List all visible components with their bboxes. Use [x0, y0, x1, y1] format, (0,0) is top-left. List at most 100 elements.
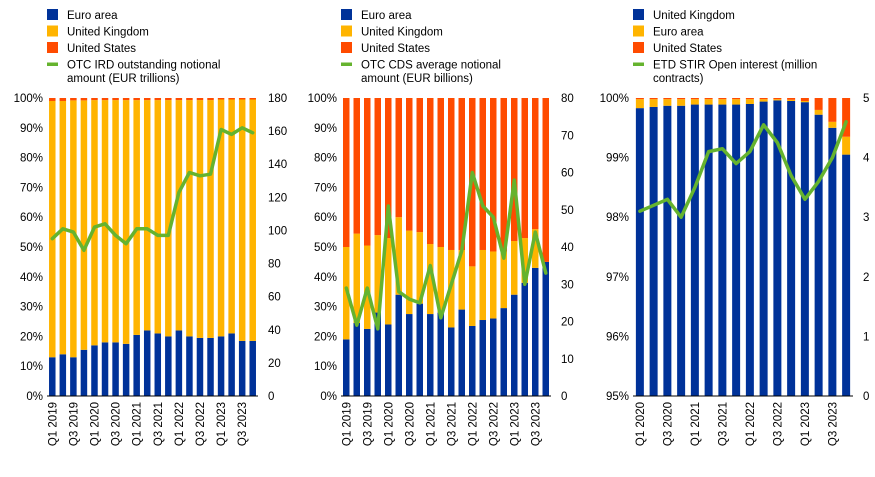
- x-tick-label: Q1 2020: [383, 402, 395, 446]
- bar-united-kingdom: [718, 104, 727, 396]
- y-axis-right: 0 1 2 3 4 5: [863, 93, 870, 403]
- y-tick-label: 80%: [314, 153, 337, 165]
- bar-united-states: [101, 98, 109, 101]
- bar-united-states: [704, 98, 713, 100]
- bar-united-kingdom: [759, 101, 768, 397]
- bar-united-kingdom: [49, 100, 56, 358]
- bar-euro-area: [732, 99, 741, 105]
- bar-united-states: [787, 98, 796, 100]
- bar-united-states: [427, 98, 434, 245]
- bar-united-states: [80, 98, 88, 101]
- bar-united-states: [416, 98, 423, 233]
- bar-united-states: [532, 98, 539, 230]
- bar-united-states: [207, 98, 214, 101]
- bar-euro-area: [228, 333, 235, 396]
- bar-euro-area: [133, 334, 140, 396]
- legend-swatch: [341, 9, 352, 20]
- bar-euro-area: [91, 345, 98, 396]
- x-tick-label: Q3 2023: [237, 402, 249, 446]
- bar-united-kingdom: [228, 99, 235, 334]
- bar-united-states: [91, 98, 98, 101]
- line-series: [344, 170, 548, 331]
- y2-tick-label: 60: [561, 168, 574, 180]
- legend: Euro area United Kingdom United States OTC …: [341, 9, 501, 85]
- bar-united-kingdom: [112, 100, 119, 343]
- bar-united-kingdom: [249, 99, 256, 341]
- bar-united-kingdom: [207, 100, 214, 338]
- y2-tick-label: 160: [268, 126, 287, 138]
- x-tick-label: Q1 2019: [341, 402, 353, 446]
- bar-united-states: [718, 98, 727, 100]
- bar-euro-area: [649, 99, 658, 107]
- bar-united-kingdom: [395, 217, 402, 295]
- y-tick-label: 60%: [20, 212, 43, 224]
- bar-euro-area: [112, 342, 119, 396]
- bar-united-states: [732, 98, 741, 100]
- bar-united-kingdom: [385, 238, 392, 325]
- y-tick-label: 90%: [20, 123, 43, 135]
- bar-united-kingdom: [122, 100, 130, 344]
- bar-united-kingdom: [814, 114, 823, 397]
- legend-label: contracts): [653, 73, 704, 85]
- y-axis-right: 0 20 40 60 80 100 120 140 160 180: [268, 93, 287, 403]
- x-tick-label: Q1 2019: [47, 402, 59, 446]
- legend-swatch-line: [633, 62, 644, 66]
- bar-euro-area: [207, 337, 214, 396]
- x-tick-label: Q1 2022: [467, 402, 479, 446]
- bar-euro-area: [773, 99, 782, 101]
- bar-united-states: [842, 98, 851, 137]
- bar-united-states: [112, 98, 119, 101]
- y-axis-right: 0 10 20 30 40 50 60 70 80: [561, 93, 574, 403]
- x-tick-label: Q1 2023: [800, 402, 812, 446]
- chart-2: Euro area United Kingdom United States OTC …: [308, 9, 574, 446]
- bar-united-states: [759, 98, 768, 100]
- x-tick-label: Q1 2023: [216, 402, 228, 446]
- bars: [343, 98, 549, 396]
- y-tick-label: 40%: [314, 272, 337, 284]
- bar-united-states: [343, 98, 350, 247]
- bar-united-kingdom: [133, 100, 140, 335]
- bar-euro-area: [704, 99, 713, 105]
- y2-tick-label: 80: [561, 93, 574, 105]
- bar-euro-area: [416, 303, 423, 396]
- legend-label: United States: [361, 43, 430, 55]
- y2-tick-label: 3: [863, 212, 869, 224]
- bar-united-states: [745, 98, 754, 100]
- bar-euro-area: [165, 336, 172, 396]
- chart-1: Euro area United Kingdom United States OTC …: [14, 9, 287, 446]
- y-axis-left: 0% 10% 20% 30% 40% 50% 60% 70% 80% 90% 100%: [308, 93, 337, 403]
- y2-tick-label: 30: [561, 279, 574, 291]
- legend-swatch: [47, 42, 58, 53]
- bar-united-kingdom: [175, 100, 183, 331]
- bar-united-kingdom: [91, 100, 98, 346]
- bar-united-kingdom: [238, 99, 246, 341]
- bar-united-states: [521, 98, 528, 239]
- bar-euro-area: [787, 99, 796, 101]
- bar-united-kingdom: [828, 127, 837, 397]
- x-tick-label: Q3 2023: [827, 402, 839, 446]
- bar-euro-area: [663, 99, 672, 106]
- x-tick-label: Q1 2021: [132, 402, 144, 446]
- bar-united-kingdom: [745, 103, 754, 397]
- y2-tick-label: 50: [561, 205, 574, 217]
- y-tick-label: 95%: [606, 391, 629, 403]
- legend-label: ETD STIR Open interest (million: [653, 60, 817, 72]
- legend-swatch: [633, 25, 644, 37]
- x-tick-label: Q3 2019: [68, 402, 80, 446]
- y-tick-label: 10%: [20, 361, 43, 373]
- bar-euro-area: [59, 354, 67, 396]
- legend-label: Euro area: [653, 27, 704, 39]
- legend-label: Euro area: [361, 10, 412, 22]
- bar-united-kingdom: [353, 233, 360, 323]
- line-series: [638, 120, 848, 219]
- bar-united-states: [479, 98, 486, 250]
- y-tick-label: 97%: [606, 272, 629, 284]
- x-tick-label: Q3 2020: [404, 402, 416, 446]
- legend-label: United States: [653, 43, 722, 55]
- legend-label: United Kingdom: [67, 27, 149, 39]
- x-axis: Q1 2019 Q3 2019 Q1 2020 Q3 2020 Q1 2021 Q3 20…: [47, 402, 249, 446]
- y2-tick-label: 140: [268, 159, 287, 171]
- bar-united-kingdom: [690, 104, 699, 396]
- bar-euro-area: [814, 109, 823, 115]
